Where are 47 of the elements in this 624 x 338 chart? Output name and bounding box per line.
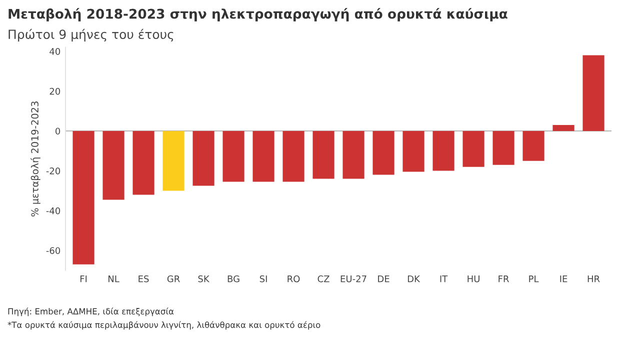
x-tick-label: DE xyxy=(378,276,390,282)
x-tick-label: FR xyxy=(498,276,509,282)
bar xyxy=(342,130,364,179)
bar xyxy=(582,55,604,131)
x-tick-label: GR xyxy=(167,275,180,282)
bar xyxy=(522,130,544,161)
x-tick-label: PL xyxy=(529,276,539,282)
x-tick-label: DK xyxy=(408,276,420,282)
bar xyxy=(282,130,304,182)
bar xyxy=(432,130,454,171)
chart-title: Μεταβολή 2018-2023 στην ηλεκτροπαραγωγή από ορυκτά καύσιμα xyxy=(8,8,508,22)
text: *Τα ορυκτά καύσιμα περιλαμβάνουν λιγνίτη, λιθάνθρακα και ορυκτό αέριο xyxy=(8,321,320,330)
x-tick-label: ES xyxy=(138,275,149,282)
x-tick-label: EU-27 xyxy=(340,275,366,282)
x-tick-label: NL xyxy=(108,276,120,282)
y-tick-label: -20 xyxy=(46,168,60,174)
x-tick-label: HR xyxy=(588,276,600,282)
bar xyxy=(102,130,124,200)
bar xyxy=(492,130,514,165)
x-tick-label: IT xyxy=(440,276,448,282)
bar xyxy=(132,130,154,195)
x-tick-label: SK xyxy=(198,275,210,282)
bar xyxy=(72,130,94,264)
bar xyxy=(552,125,574,131)
y-tick-label: 0 xyxy=(56,128,60,135)
x-tick-label: BG xyxy=(228,275,240,282)
y-tick-label: 20 xyxy=(50,88,60,95)
bar xyxy=(192,130,214,186)
text: Πηγή: Ember, ΑΔΜΗΕ, ιδία επεξεργασία xyxy=(8,308,174,316)
bar xyxy=(252,130,274,182)
y-tick-label: -40 xyxy=(46,207,60,214)
bar xyxy=(222,130,244,182)
x-tick-label: RO xyxy=(288,275,300,282)
y-tick-label: 40 xyxy=(50,48,60,55)
x-tick-label: HU xyxy=(468,276,480,282)
y-tick-label: -60 xyxy=(46,247,60,254)
x-tick-label: CZ xyxy=(318,275,330,282)
x-tick-label: IE xyxy=(560,276,568,282)
chart-subtitle: Πρώτοι 9 μήνες του έτους xyxy=(8,28,174,42)
bar xyxy=(162,130,184,191)
bar xyxy=(312,130,334,179)
bar xyxy=(402,130,424,172)
x-tick-label: FI xyxy=(80,276,87,282)
x-tick-label: SI xyxy=(260,275,267,282)
bar xyxy=(462,130,484,167)
bar xyxy=(372,130,394,175)
y-axis-title: % μεταβολή 2019-2023 xyxy=(30,102,40,216)
